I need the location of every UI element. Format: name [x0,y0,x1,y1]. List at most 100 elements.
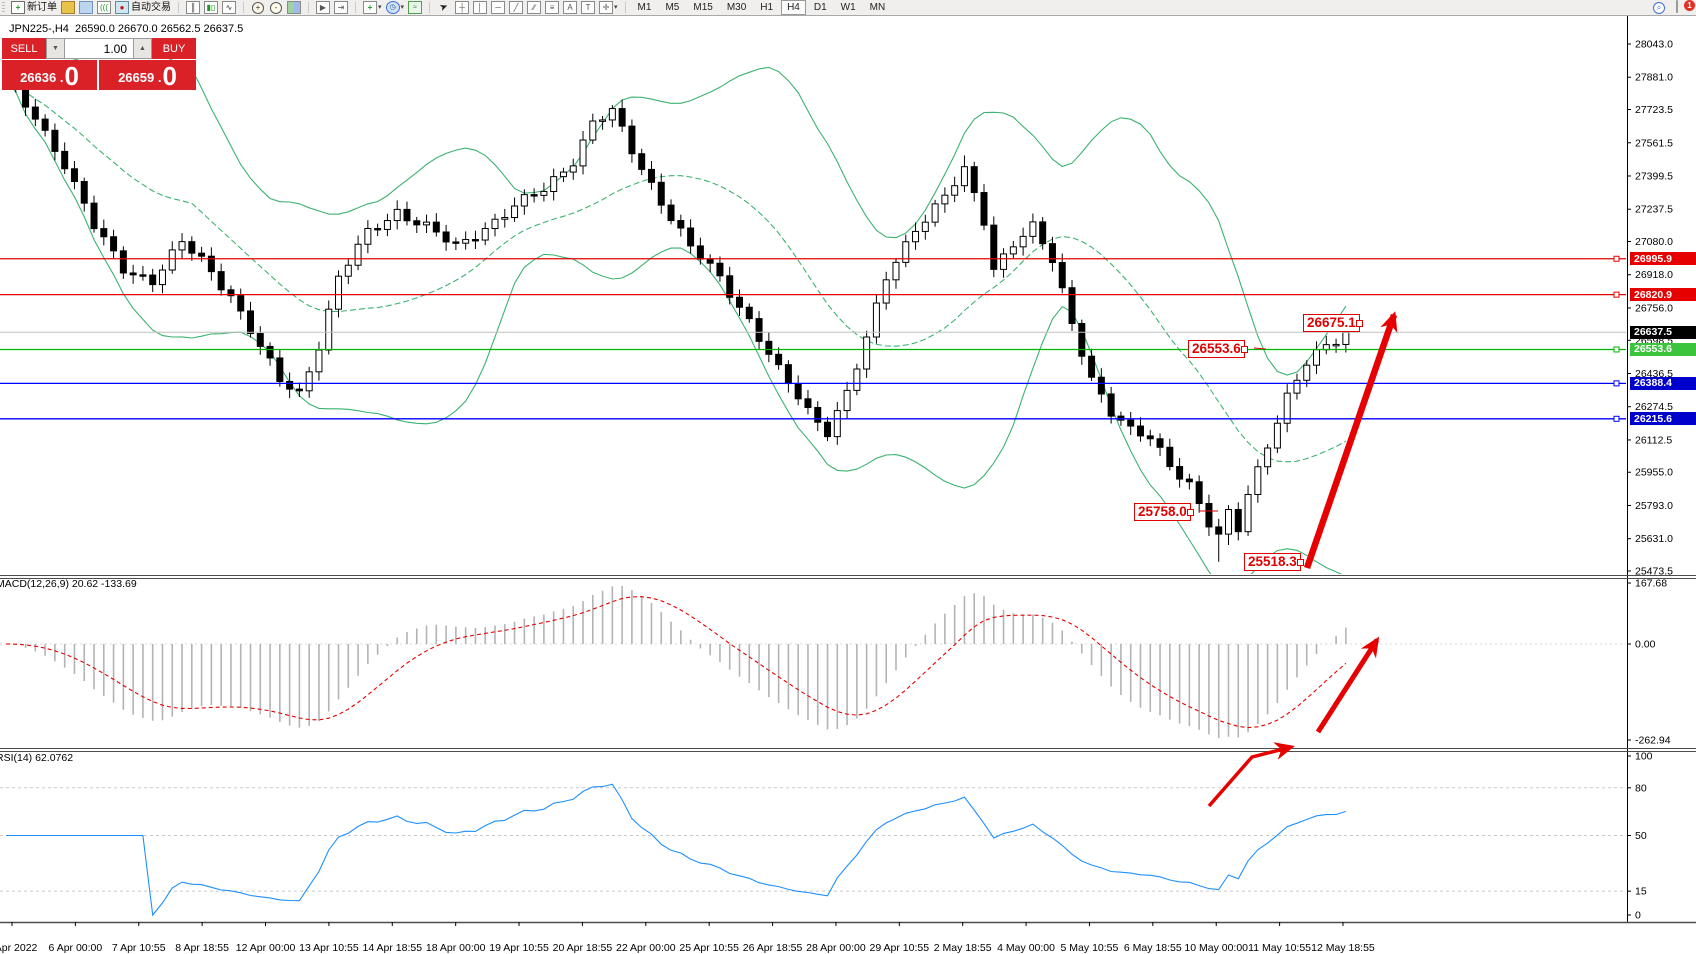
text-icon[interactable]: A [563,1,578,14]
price-callout-25518.3[interactable]: 25518.3 [1244,553,1304,571]
price-callout-26553.6[interactable]: 26553.6 [1188,340,1248,358]
candle-body [1303,364,1311,381]
trend-arrow[interactable] [1315,636,1380,734]
hline-handle [1613,415,1620,422]
timeframe-m30[interactable]: M30 [726,2,747,13]
sell-button[interactable]: SELL [2,38,46,59]
candle-body [364,228,372,245]
candle-body [902,241,910,263]
y-axis-label: 25631.0 [1635,533,1673,545]
indicators-icon[interactable]: + ▾ [363,1,382,14]
candle-body [266,345,274,359]
candle-body [511,205,519,219]
cursor-icon[interactable]: ➤ [438,0,450,15]
candle-body [286,380,294,390]
x-axis-label: 10 May 00:00 [1184,942,1249,954]
buy-button[interactable]: BUY [152,38,196,59]
timeframe-m15[interactable]: M15 [693,2,713,13]
candle-body [1254,466,1262,495]
zoom-out-icon[interactable]: - [269,1,283,14]
candle-body [628,125,636,155]
candle-body [960,166,968,187]
bollinger-lower-band [5,80,1343,574]
candle-body [1205,503,1213,528]
candle-body [657,181,665,206]
candle-body [1048,243,1056,264]
chart-canvas: 28043.0 27881.0 27723.5 27561.5 27399.5 27237… [0,16,1696,926]
candle-body [110,236,118,252]
fibo-icon[interactable]: ≡ [545,1,560,14]
x-axis-label: 11 May 10:55 [1248,942,1312,954]
bars-icon[interactable]: ║ [186,1,200,14]
candles-icon[interactable]: ▮▯ [204,1,218,14]
timeframe-h4[interactable]: H4 [781,0,806,15]
label-icon[interactable]: T [581,1,596,14]
x-axis-label: 6 Apr 00:00 [48,942,103,954]
rsi-axis-label: 100 [1635,751,1653,763]
chat-icon[interactable]: 1 [1676,0,1695,14]
hline-icon[interactable]: ─ [491,1,506,14]
candle-body [1273,422,1281,449]
autotrade-icon[interactable]: ● 自动交易 [115,1,171,14]
chart-shift-icon[interactable]: ⇥ [334,1,348,14]
candle-body [481,228,489,241]
y-axis-label: 26756.0 [1635,302,1673,314]
x-axis-label: 5 Apr 2022 [0,942,38,954]
timeframe-mn[interactable]: MN [869,2,886,13]
timeframe-m5[interactable]: M5 [665,2,680,13]
tile-icon[interactable] [287,1,301,14]
candle-body [1244,493,1252,533]
toolbar-grip [2,2,5,13]
shapes-icon[interactable]: ✛ ▾ [599,1,618,14]
chat-bubble-icon [1676,0,1678,13]
candle-body [501,217,509,220]
candle-body [540,191,548,196]
timeframe-h1[interactable]: H1 [760,2,774,13]
candle-body [247,310,254,335]
hline-price-tag: 26215.6 [1630,412,1696,426]
macd-axis-label: -262.94 [1635,735,1671,747]
trend-arrow[interactable] [1207,742,1295,808]
x-axis-label: 13 Apr 10:55 [299,942,359,954]
cloud-icon[interactable] [79,1,93,14]
toolbar-group-insert: + ▾ ◷ ▾ ≈ [359,0,426,15]
candle-body [1332,343,1340,347]
candle-body [1313,349,1321,366]
candle-body [980,192,988,226]
zoom-in-icon[interactable]: + [251,1,265,14]
line-icon[interactable]: ∿ [222,1,236,14]
search-icon[interactable]: ⌕ [1652,1,1666,14]
buy-price-button[interactable]: 26659 .0 [99,60,196,90]
vline-icon[interactable]: │ [473,1,488,14]
y-axis-label: 25955.0 [1635,467,1673,479]
candle-body [667,204,675,222]
trend-arrow[interactable] [1303,311,1398,570]
trendline-icon[interactable]: ╱ [509,1,524,14]
template-icon[interactable]: ≈ [408,1,423,14]
candle-body [462,239,470,244]
timeframe-d1[interactable]: D1 [813,2,827,13]
price-callout-26675.1[interactable]: 26675.1 [1303,314,1363,332]
channel-icon[interactable]: ∕∕ [527,1,542,14]
gold-icon[interactable] [61,1,75,14]
timeframe-w1[interactable]: W1 [840,2,856,13]
price-callout-25758.0[interactable]: 25758.0 [1134,503,1194,521]
volume-input[interactable] [65,38,133,59]
candle-body [1088,355,1096,378]
new-order-icon[interactable]: + 新订单 [11,1,57,14]
candle-body [207,255,215,273]
crosshair-icon[interactable]: ┼ [455,1,470,14]
volume-decrease-button[interactable]: ▼ [46,38,65,59]
candle-body [432,221,440,233]
clock-icon[interactable]: ◷ ▾ [385,1,404,14]
candle-body [931,203,939,223]
candle-body [1234,508,1242,533]
signal-icon[interactable]: ((( [97,1,111,14]
candle-body [100,228,108,238]
timeframe-m1[interactable]: M1 [637,2,652,13]
chart-play-icon[interactable]: ▶ [316,1,330,14]
volume-increase-button[interactable]: ▲ [133,38,152,59]
candle-body [599,119,607,122]
sell-price-button[interactable]: 26636 .0 [2,60,97,90]
toolbar-group-zoom: + - [247,0,305,15]
